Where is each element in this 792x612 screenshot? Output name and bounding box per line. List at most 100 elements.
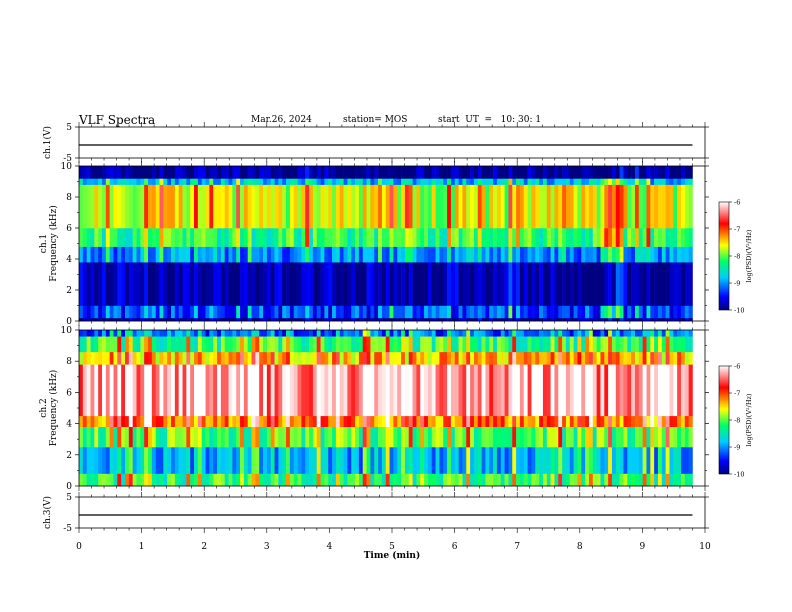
spectrogram-cell — [627, 447, 632, 474]
spectrogram-cell — [546, 262, 551, 306]
spectrogram-cell — [309, 246, 314, 263]
spectrogram-cell — [98, 473, 103, 487]
spectrogram-cell — [496, 305, 502, 319]
spectrogram-cell — [531, 426, 536, 448]
spectrogram-cell — [489, 246, 494, 263]
spectrogram-cell — [650, 473, 655, 487]
spectrogram-cell — [324, 330, 329, 337]
ch1-spectrogram-cells — [79, 166, 693, 322]
spectrogram-cell — [278, 246, 283, 263]
spectrogram-cell — [217, 228, 222, 247]
spectrogram-cell — [539, 228, 544, 247]
spectrogram-cell — [351, 317, 356, 322]
spectrogram-cell — [190, 426, 195, 448]
spectrogram-cell — [592, 305, 597, 319]
spectrogram-cell — [485, 184, 490, 229]
spectrogram-cell — [527, 336, 532, 353]
spectrogram-cell — [240, 178, 245, 185]
spectrogram-cell — [431, 262, 436, 306]
spectrogram-cell — [516, 178, 521, 185]
spectrogram-cell — [243, 166, 248, 179]
spectrogram-cell — [178, 473, 183, 487]
spectrogram-cell — [416, 447, 421, 474]
spectrogram-cell — [293, 447, 298, 474]
spectrogram-cell — [531, 228, 536, 247]
spectrogram-cell — [121, 305, 126, 319]
spectrogram-cell — [684, 305, 689, 319]
spectrogram-cell — [320, 305, 325, 319]
spectrogram-cell — [650, 228, 655, 247]
spectrogram-cell — [485, 305, 490, 319]
spectrogram-cell — [174, 305, 179, 319]
x-tick-label: 9 — [640, 542, 646, 552]
spectrogram-cell — [493, 426, 498, 448]
spectrogram-cell — [385, 178, 390, 185]
spectrogram-cell — [519, 447, 525, 474]
spectrogram-cell — [197, 364, 202, 417]
spectrogram-cell — [516, 426, 521, 448]
spectrogram-cell — [677, 364, 682, 417]
spectrogram-cell — [447, 426, 452, 448]
spectrogram-cell — [297, 246, 302, 263]
spectrogram-cell — [512, 184, 517, 229]
spectrogram-cell — [642, 262, 647, 306]
spectrogram-cell — [374, 317, 379, 322]
spectrogram-cell — [619, 330, 624, 337]
spectrogram-cell — [94, 351, 99, 365]
spectrogram-cell — [650, 426, 655, 448]
spectrogram-cell — [565, 184, 571, 229]
spectrogram-cell — [611, 364, 617, 417]
spectrogram-cell — [542, 246, 548, 263]
spectrogram-cell — [355, 262, 360, 306]
spectrogram-cell — [424, 166, 429, 179]
spectrogram-cell — [673, 447, 678, 474]
spectrogram-cell — [619, 415, 624, 428]
spectrogram-cell — [228, 317, 233, 322]
spectrogram-cell — [243, 336, 248, 353]
spectrogram-cell — [297, 262, 302, 306]
spectrogram-cell — [286, 246, 291, 263]
spectrogram-cell — [374, 246, 379, 263]
spectrogram-cell — [462, 317, 467, 322]
spectrogram-cell — [102, 246, 107, 263]
spectrogram-cell — [266, 336, 272, 353]
spectrogram-cell — [197, 415, 202, 428]
spectrogram-cell — [324, 415, 329, 428]
spectrogram-cell — [447, 178, 452, 185]
spectrogram-cell — [619, 447, 624, 474]
spectrogram-cell — [416, 246, 421, 263]
spectrogram-cell — [305, 415, 310, 428]
spectrogram-cell — [105, 317, 110, 322]
spectrogram-cell — [431, 364, 436, 417]
spectrogram-cell — [332, 415, 337, 428]
x-tick-label: 0 — [76, 542, 82, 552]
spectrogram-cell — [611, 415, 617, 428]
spectrogram-cell — [289, 305, 295, 319]
spectrogram-cell — [646, 262, 651, 306]
spectrogram-cell — [286, 426, 291, 448]
spectrogram-cell — [255, 447, 260, 474]
spectrogram-cell — [259, 184, 264, 229]
spectrogram-cell — [243, 330, 248, 337]
spectrogram-cell — [301, 246, 306, 263]
spectrogram-cell — [378, 364, 383, 417]
spectrogram-cell — [623, 184, 628, 229]
spectrogram-cell — [496, 317, 502, 322]
spectrogram-cell — [263, 246, 268, 263]
spectrogram-cell — [619, 178, 624, 185]
spectrogram-cell — [546, 184, 551, 229]
spectrogram-cell — [297, 178, 302, 185]
spectrogram-cell — [466, 262, 471, 306]
spectrogram-cell — [301, 336, 306, 353]
spectrogram-cell — [232, 415, 237, 428]
spectrogram-cell — [286, 317, 291, 322]
spectrogram-cell — [113, 246, 118, 263]
spectrogram-cell — [132, 178, 137, 185]
spectrogram-cell — [420, 336, 425, 353]
spectrogram-cell — [550, 317, 555, 322]
spectrogram-cell — [454, 364, 459, 417]
spectrogram-cell — [454, 262, 459, 306]
spectrogram-cell — [585, 178, 590, 185]
spectrogram-cell — [546, 336, 551, 353]
spectrogram-cell — [159, 351, 164, 365]
